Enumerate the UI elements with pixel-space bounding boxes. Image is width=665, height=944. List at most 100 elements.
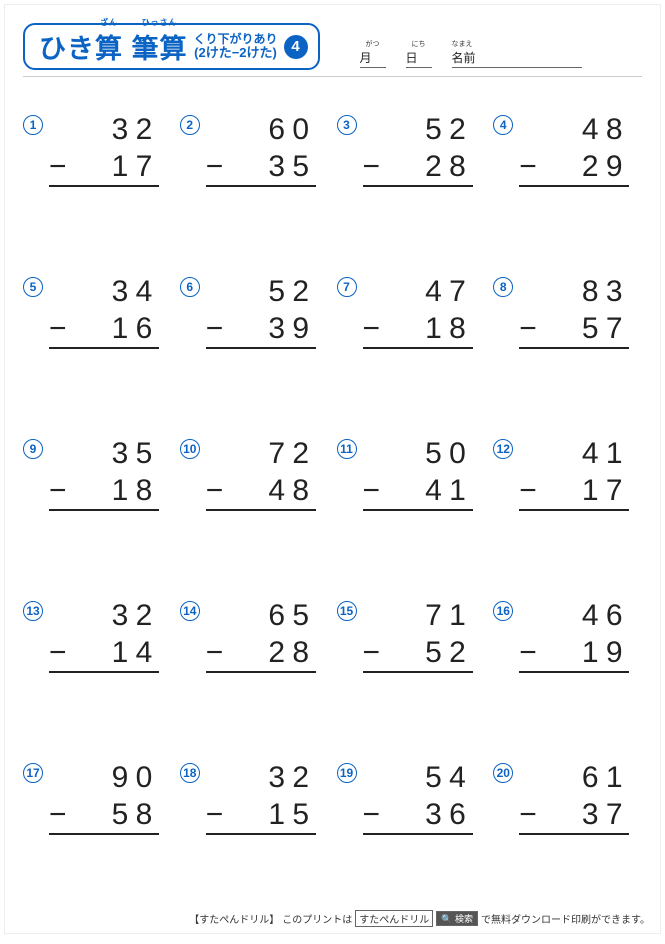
title-text-1: ひき: [39, 34, 95, 64]
meta-day: にち 日: [406, 39, 432, 68]
problem-number: 11: [337, 439, 357, 459]
subtrahend: −48: [206, 473, 316, 511]
subtrahend: −16: [49, 311, 159, 349]
worksheet-page: ひきざん算 ひっさん筆算 くり下がりあり (2けた−2けた) 4 がつ 月 にち…: [4, 4, 661, 934]
title-main: ひきざん算 ひっさん筆算: [39, 27, 188, 66]
minuend: 46: [519, 597, 629, 635]
problem: 935−18: [23, 429, 172, 581]
problem-number: 17: [23, 763, 43, 783]
calculation: 65−28: [206, 597, 316, 673]
problem-number: 20: [493, 763, 513, 783]
calculation: 34−16: [49, 273, 159, 349]
minus-operator: −: [49, 310, 67, 348]
subtrahend: −52: [363, 635, 473, 673]
title-subtitle: くり下がりあり (2けた−2けた): [194, 33, 278, 60]
subtrahend: −15: [206, 797, 316, 835]
problem: 3 52−28: [337, 105, 486, 257]
calculation: 90−58: [49, 759, 159, 835]
problem: 11 50−41: [337, 429, 486, 581]
minuend: 83: [519, 273, 629, 311]
problem-number: 19: [337, 763, 357, 783]
problem-number: 3: [337, 115, 357, 135]
calculation: 32−14: [49, 597, 159, 673]
calculation: 83−57: [519, 273, 629, 349]
minus-operator: −: [363, 310, 381, 348]
minus-operator: −: [206, 310, 224, 348]
problem: 1241−17: [493, 429, 642, 581]
subtrahend: −18: [49, 473, 159, 511]
problem-number: 15: [337, 601, 357, 621]
subtrahend: −14: [49, 635, 159, 673]
minus-operator: −: [363, 148, 381, 186]
minus-operator: −: [206, 472, 224, 510]
calculation: 47−18: [363, 273, 473, 349]
subtrahend: −41: [363, 473, 473, 511]
subtrahend: −57: [519, 311, 629, 349]
meta-fields: がつ 月 にち 日 なまえ 名前: [330, 39, 642, 70]
problem-number: 14: [180, 601, 200, 621]
problem-number: 1: [23, 115, 43, 135]
calculation: 50−41: [363, 435, 473, 511]
calculation: 41−17: [519, 435, 629, 511]
problem: 17 90−58: [23, 753, 172, 905]
calculation: 60−35: [206, 111, 316, 187]
calculation: 32−17: [49, 111, 159, 187]
problem: 1072−48: [180, 429, 329, 581]
minuend: 48: [519, 111, 629, 149]
problem: 7 47−18: [337, 267, 486, 419]
problem-number: 6: [180, 277, 200, 297]
footer-search-button: 🔍 検索: [436, 911, 478, 926]
minuend: 71: [363, 597, 473, 635]
title-ruby-1: ざん算: [95, 27, 123, 66]
minus-operator: −: [519, 148, 537, 186]
problem: 1646−19: [493, 591, 642, 743]
minuend: 65: [206, 597, 316, 635]
footer-text1: このプリントは: [282, 911, 352, 926]
problem-number: 2: [180, 115, 200, 135]
title-box: ひきざん算 ひっさん筆算 くり下がりあり (2けた−2けた) 4: [23, 23, 320, 70]
problem: 1954−36: [337, 753, 486, 905]
minus-operator: −: [49, 796, 67, 834]
subtrahend: −58: [49, 797, 159, 835]
problem-number: 10: [180, 439, 200, 459]
header: ひきざん算 ひっさん筆算 くり下がりあり (2けた−2けた) 4 がつ 月 にち…: [23, 23, 642, 77]
footer-text2: で無料ダウンロード印刷ができます。: [481, 911, 650, 926]
calculation: 48−29: [519, 111, 629, 187]
subtrahend: −28: [206, 635, 316, 673]
subtrahend: −29: [519, 149, 629, 187]
minuend: 90: [49, 759, 159, 797]
minuend: 52: [206, 273, 316, 311]
subtrahend: −17: [49, 149, 159, 187]
calculation: 52−39: [206, 273, 316, 349]
problem-number: 5: [23, 277, 43, 297]
minus-operator: −: [363, 796, 381, 834]
minus-operator: −: [49, 634, 67, 672]
minus-operator: −: [206, 796, 224, 834]
problem: 2 60−35: [180, 105, 329, 257]
minus-operator: −: [206, 634, 224, 672]
minus-operator: −: [49, 148, 67, 186]
worksheet-number-badge: 4: [284, 35, 308, 59]
title-ruby-2: ひっさん筆算: [132, 27, 188, 66]
problem: 15 71−52: [337, 591, 486, 743]
minuend: 32: [49, 111, 159, 149]
problem-number: 8: [493, 277, 513, 297]
calculation: 46−19: [519, 597, 629, 673]
problem-number: 7: [337, 277, 357, 297]
meta-name: なまえ 名前: [452, 39, 582, 68]
subtrahend: −39: [206, 311, 316, 349]
problem-number: 4: [493, 115, 513, 135]
problem: 2061−37: [493, 753, 642, 905]
subtrahend: −18: [363, 311, 473, 349]
minus-operator: −: [519, 796, 537, 834]
minuend: 34: [49, 273, 159, 311]
minuend: 32: [206, 759, 316, 797]
problem-number: 9: [23, 439, 43, 459]
minus-operator: −: [519, 472, 537, 510]
footer-brand: 【すたぺんドリル】: [189, 911, 279, 926]
meta-month: がつ 月: [360, 39, 386, 68]
problem: 14 65−28: [180, 591, 329, 743]
calculation: 52−28: [363, 111, 473, 187]
footer-search-box: すたぺんドリル: [355, 910, 433, 927]
minus-operator: −: [363, 634, 381, 672]
